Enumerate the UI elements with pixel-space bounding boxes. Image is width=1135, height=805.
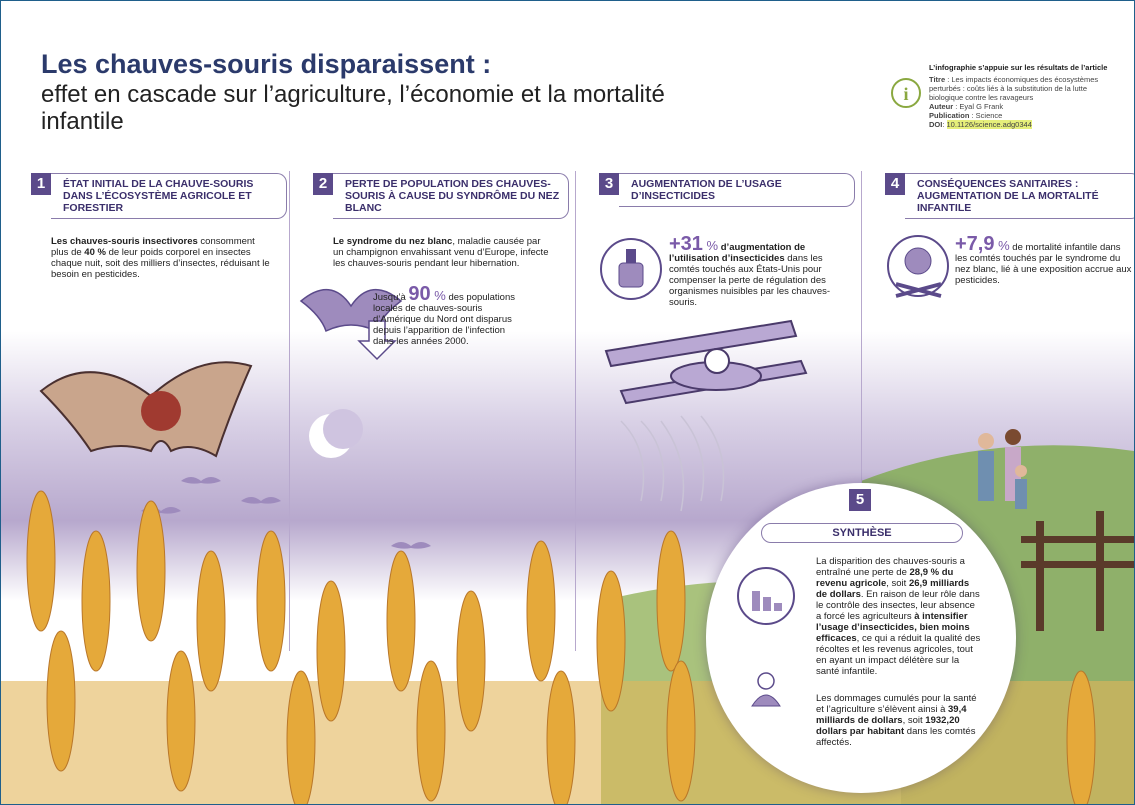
- text-run: dans les comtés touchés aux États-Unis p…: [669, 253, 831, 308]
- section-number: 4: [885, 173, 905, 195]
- separator: [861, 171, 862, 651]
- icon-shape: [752, 591, 760, 611]
- text-run: 28,9 % du revenu agricole: [816, 567, 954, 589]
- source-line: Titre : Les impacts économiques des écos…: [929, 75, 1109, 102]
- section-stat: +31 % d’augmentation de l’utilisation d’…: [669, 234, 849, 308]
- text-run: des populations locales de chauves-souri…: [373, 292, 516, 347]
- text-run: , soit: [902, 715, 926, 726]
- icon-shape: [763, 597, 771, 611]
- synthesis-paragraph: La disparition des chauves-souris a entr…: [816, 556, 981, 677]
- source-line: Publication : Science: [929, 111, 1109, 120]
- text-run: à intensifier l’usage d’insecticides, bi…: [816, 611, 970, 644]
- section-title: CONSÉQUENCES SANITAIRES : AUGMENTATION D…: [905, 173, 1134, 219]
- bat: [39, 361, 253, 458]
- title: Les chauves-souris disparaissent :: [41, 49, 492, 79]
- people-icon: [751, 694, 781, 707]
- svg-text:i: i: [903, 84, 908, 104]
- text-run: , maladie causée par un champignon envah…: [333, 236, 549, 269]
- subtitle: effet en cascade sur l’agriculture, l’éc…: [41, 81, 665, 135]
- text-run: 26,9 milliards de dollars: [816, 578, 970, 600]
- synthesis-body: La disparition des chauves-souris a entr…: [816, 556, 981, 748]
- synthesis-icons: [737, 567, 795, 707]
- text-run: : Les impacts économiques des écosystème…: [929, 75, 1099, 102]
- section-title: ÉTAT INITIAL DE LA CHAUVE-SOURIS DANS L’…: [51, 173, 287, 219]
- text-run: de mortalité infantile dans les comtés t…: [955, 242, 1132, 286]
- text-run: %: [994, 238, 1010, 253]
- text-run: d’augmentation de l’utilisation d’insect…: [669, 242, 806, 264]
- text-run: Les chauves-souris insectivores: [51, 236, 198, 247]
- separator: [289, 171, 290, 651]
- family: [978, 429, 1027, 509]
- text-run: Auteur: [929, 102, 954, 111]
- fence: [1021, 511, 1134, 631]
- text-run: 10.1126/science.adg0344: [946, 120, 1032, 129]
- synthesis-paragraph: Les dommages cumulés pour la santé et l’…: [816, 693, 981, 748]
- text-run: Titre: [929, 75, 946, 84]
- section-body: Le syndrome du nez blanc, maladie causée…: [333, 236, 553, 269]
- section-body: Les chauves-souris insectivores consomme…: [51, 236, 271, 280]
- synthesis-title: SYNTHÈSE: [761, 523, 963, 543]
- source-heading: L’infographie s’appuie sur les résultats…: [929, 63, 1108, 72]
- source-line: Auteur : Eyal G Frank: [929, 102, 1109, 111]
- text-run: %: [430, 288, 446, 303]
- spray-trail: [620, 415, 725, 512]
- section-number: 2: [313, 173, 333, 195]
- text-run: , ce qui a réduit la qualité des récolte…: [816, 633, 981, 677]
- text-run: 1932,20 dollars par habitant: [816, 715, 960, 737]
- section-title: AUGMENTATION DE L’USAGE D’INSECTICIDES: [619, 173, 855, 207]
- text-run: Les dommages cumulés pour la santé et l’…: [816, 693, 977, 715]
- text-run: DOI: [929, 120, 943, 129]
- text-run: , soit: [886, 578, 909, 589]
- source-line: DOI: 10.1126/science.adg0344: [929, 120, 1109, 129]
- text-run: Jusqu’à: [373, 292, 409, 303]
- bat-decline-icon: [299, 288, 403, 361]
- info-icon: i: [891, 78, 921, 108]
- text-run: +31: [669, 233, 703, 255]
- people-icon: [757, 672, 775, 690]
- section-number: 1: [31, 173, 51, 195]
- synthesis-number: 5: [849, 489, 871, 511]
- text-run: :: [942, 120, 947, 129]
- section-title: PERTE DE POPULATION DES CHAUVES-SOURIS À…: [333, 173, 569, 219]
- revenue-icon: [737, 567, 795, 625]
- text-run: %: [702, 238, 719, 253]
- spray-icon: [600, 238, 662, 300]
- synthesis-circle: [706, 483, 1016, 793]
- text-run: consomment plus de: [51, 236, 255, 258]
- skull-icon: [887, 235, 949, 298]
- text-run: 39,4 milliards de dollars: [816, 704, 967, 726]
- text-run: de leur poids corporel en insectes chaqu…: [51, 247, 270, 280]
- text-run: 90: [408, 283, 431, 305]
- plane: [604, 319, 808, 405]
- text-run: 40 %: [84, 247, 106, 258]
- text-run: : Science: [969, 111, 1003, 120]
- text-run: Le syndrome du nez blanc: [333, 236, 453, 247]
- text-run: Publication: [929, 111, 970, 120]
- text-run: : Eyal G Frank: [953, 102, 1004, 111]
- section-stat: Jusqu’à 90 % des populations locales de …: [373, 284, 528, 347]
- text-run: . En raison de leur rôle dans le contrôl…: [816, 589, 980, 622]
- source: L’infographie s’appuie sur les résultats…: [929, 63, 1109, 129]
- icon-shape: [774, 603, 782, 611]
- text-run: La disparition des chauves-souris a entr…: [816, 556, 965, 578]
- section-number: 3: [599, 173, 619, 195]
- separator: [575, 171, 576, 651]
- text-run: +7,9: [955, 233, 995, 255]
- text-run: dans les comtés affectés.: [816, 726, 976, 748]
- bat-silhouettes: [141, 477, 431, 549]
- moon-shadow: [323, 409, 363, 449]
- section-stat: +7,9 % de mortalité infantile dans les c…: [955, 234, 1134, 286]
